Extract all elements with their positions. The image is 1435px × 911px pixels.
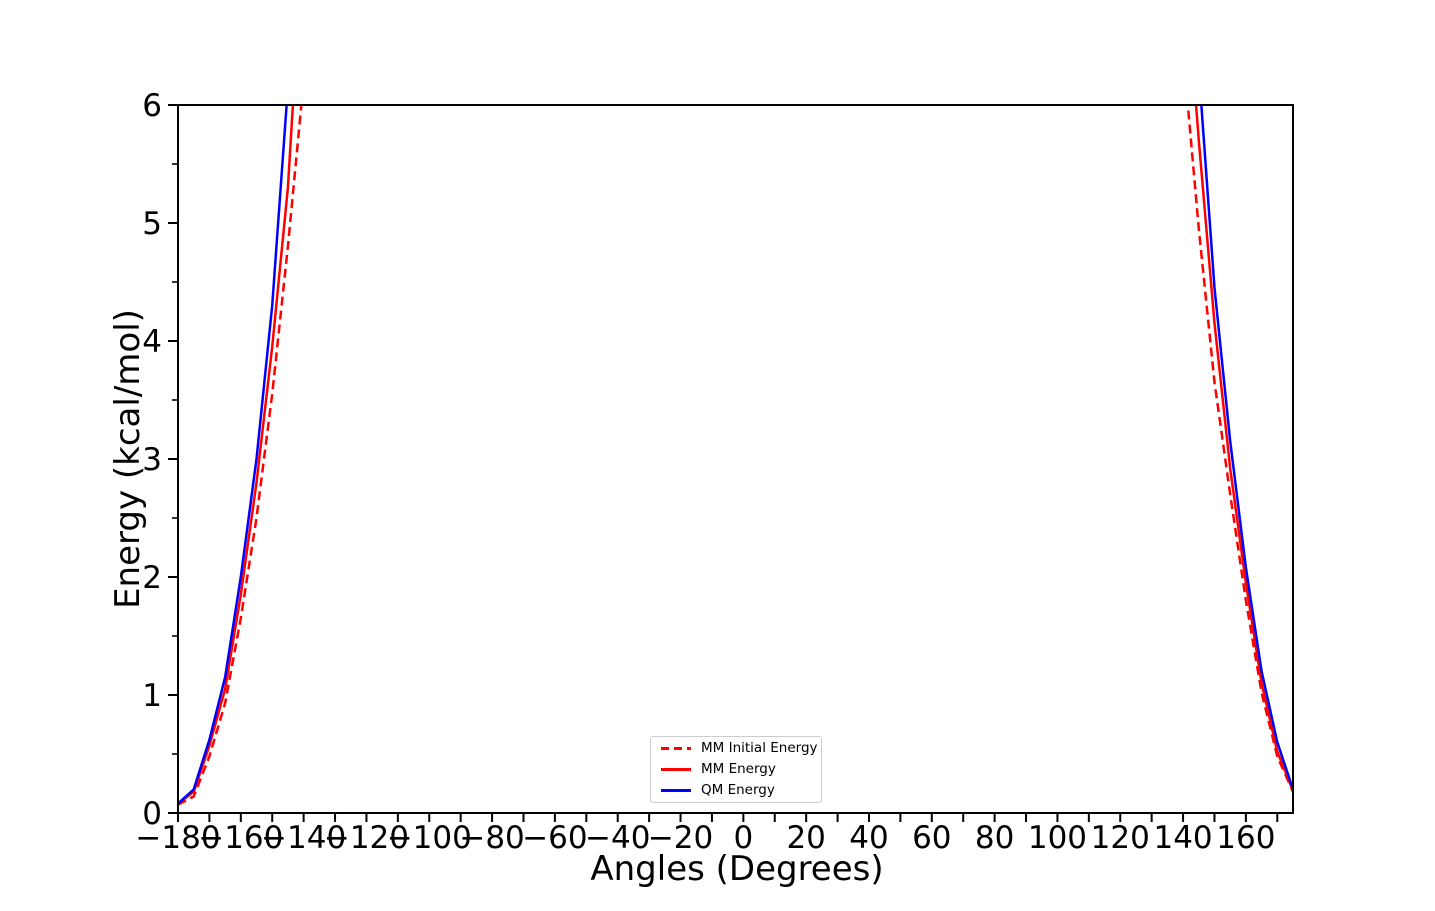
x-tick-label: −120	[324, 820, 409, 856]
x-tick-label: 140	[1153, 820, 1212, 856]
curve-mm-initial-energy	[178, 105, 303, 806]
x-tick-label: 60	[912, 820, 951, 856]
y-axis-label: Energy (kcal/mol)	[108, 309, 148, 609]
curve-mm-initial-energy	[1186, 105, 1293, 793]
legend-item-qm-energy: QM Energy	[660, 781, 813, 798]
x-tick-label: 80	[975, 820, 1014, 856]
y-tick-label: 4	[142, 324, 162, 360]
x-tick-label: −140	[261, 820, 346, 856]
solid-line-icon	[661, 768, 691, 771]
axes-frame	[177, 104, 1294, 814]
y-tick-label: 5	[142, 206, 162, 242]
curve-mm-energy	[1194, 105, 1293, 792]
y-tick-label: 2	[142, 560, 162, 596]
y-tick-label: 6	[142, 88, 162, 124]
y-tick-label: 1	[142, 678, 162, 714]
curve-qm-energy	[178, 105, 288, 805]
x-tick-label: 0	[733, 820, 753, 856]
x-tick-label: 20	[786, 820, 825, 856]
x-tick-label: 40	[849, 820, 888, 856]
legend-item-mm-energy: MM Energy	[660, 760, 813, 777]
y-tick-label: 0	[142, 796, 162, 832]
x-tick-label: −60	[522, 820, 587, 856]
dashed-line-icon	[661, 747, 691, 751]
x-tick-label: −180	[135, 820, 220, 856]
x-tick-label: −40	[585, 820, 650, 856]
legend-label-mm-initial-energy: MM Initial Energy	[701, 740, 818, 756]
legend: MM Initial Energy MM Energy QM Energy	[650, 736, 822, 803]
legend-item-mm-initial-energy: MM Initial Energy	[660, 741, 818, 756]
y-tick-label: 3	[142, 442, 162, 478]
legend-label-mm-energy: MM Energy	[701, 760, 776, 777]
solid-line-icon	[661, 788, 691, 792]
x-tick-label: −100	[387, 820, 472, 856]
x-tick-label: −160	[198, 820, 283, 856]
x-tick-label: −20	[648, 820, 713, 856]
x-tick-label: 100	[1028, 820, 1087, 856]
x-axis-label: Angles (Degrees)	[590, 849, 884, 889]
legend-label-qm-energy: QM Energy	[701, 781, 775, 798]
x-tick-label: 120	[1091, 820, 1150, 856]
plot-area	[178, 105, 1293, 813]
x-tick-label: −80	[459, 820, 524, 856]
x-tick-label: 160	[1216, 820, 1275, 856]
